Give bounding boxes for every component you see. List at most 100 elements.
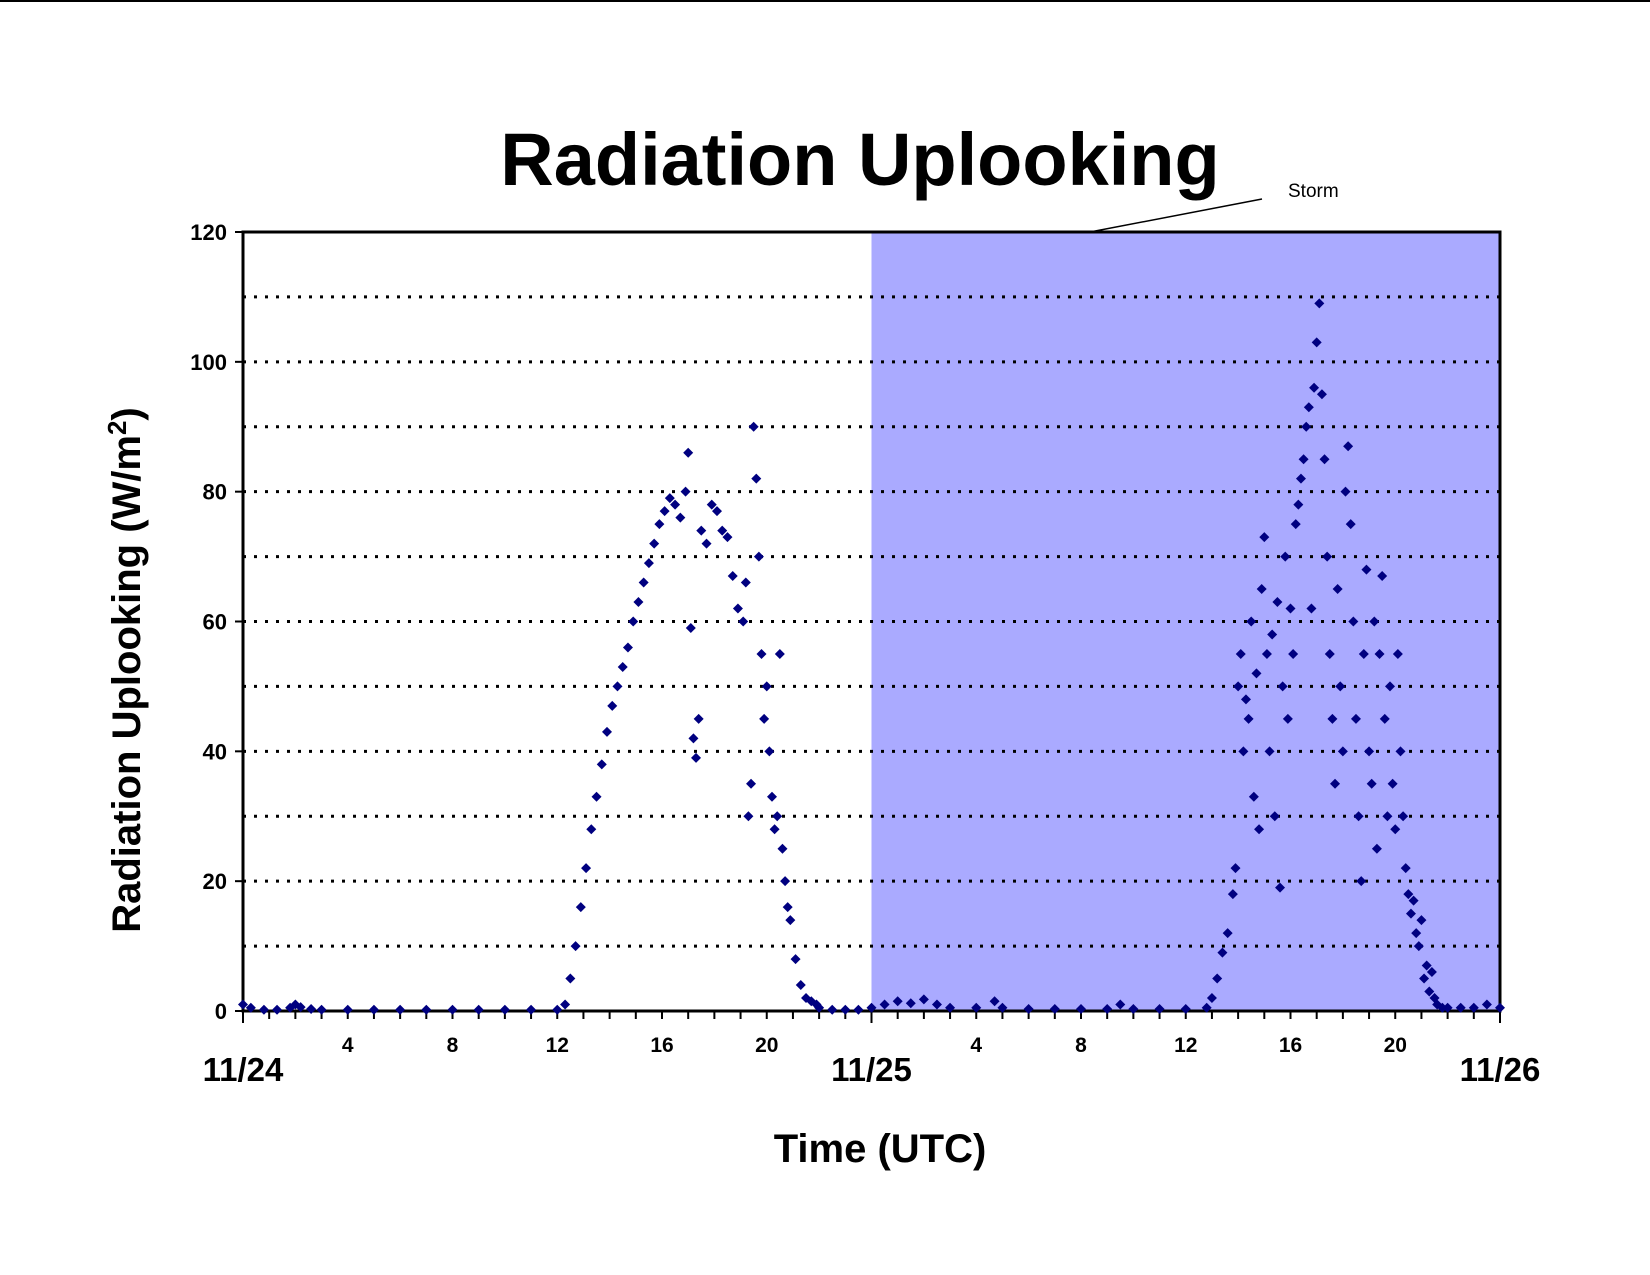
data-point — [473, 1004, 484, 1015]
data-point — [795, 980, 806, 991]
data-point — [1343, 441, 1354, 452]
data-point — [649, 538, 660, 549]
data-point — [1366, 778, 1377, 789]
data-point — [1180, 1004, 1191, 1015]
data-point — [711, 506, 722, 517]
data-point — [1206, 993, 1217, 1004]
data-point — [748, 421, 759, 432]
y-axis-ticks: 0 20 40 60 80 100 120 — [190, 220, 243, 1024]
data-point — [1413, 941, 1424, 952]
y-tick-label: 60 — [203, 610, 227, 635]
data-point — [1335, 681, 1346, 692]
data-point — [1295, 473, 1306, 484]
data-point — [316, 1004, 327, 1015]
data-point — [840, 1004, 851, 1015]
chart-title: Radiation Uplooking — [500, 118, 1219, 201]
data-point — [1115, 999, 1126, 1010]
data-point — [971, 1002, 982, 1013]
data-point — [1076, 1004, 1086, 1015]
data-point — [1319, 454, 1330, 465]
x-tick-label: 20 — [1384, 1034, 1407, 1057]
data-point — [1316, 389, 1327, 400]
data-point — [1233, 681, 1244, 692]
data-point — [306, 1004, 317, 1015]
data-point — [1288, 648, 1299, 659]
data-point — [1419, 973, 1430, 984]
data-point — [1468, 1002, 1479, 1013]
data-point — [395, 1004, 406, 1015]
x-date-label: 11/24 — [203, 1051, 284, 1088]
storm-shading — [871, 232, 1500, 1011]
x-axis-label: Time (UTC) — [774, 1127, 987, 1171]
data-point — [1303, 402, 1314, 413]
data-point — [740, 577, 751, 588]
x-tick-label: 8 — [1075, 1034, 1087, 1057]
data-point — [638, 577, 649, 588]
data-point — [766, 791, 777, 802]
data-point — [1455, 1002, 1466, 1013]
data-point — [1395, 746, 1406, 757]
data-point — [560, 999, 571, 1010]
data-point — [774, 648, 785, 659]
y-tick-label: 40 — [203, 739, 227, 764]
data-point — [581, 863, 592, 874]
data-point — [675, 512, 686, 523]
data-point — [753, 551, 764, 562]
x-tick-label: 16 — [1279, 1034, 1302, 1057]
x-axis-ticks: 4 8 12 16 20 4 8 12 16 20 11/24 11/25 11/26 — [203, 1011, 1540, 1088]
data-point — [777, 843, 788, 854]
data-point — [1385, 681, 1396, 692]
data-point — [691, 752, 702, 763]
data-point — [1282, 713, 1293, 724]
data-point — [1261, 648, 1272, 659]
data-point — [1481, 999, 1492, 1010]
data-point — [680, 486, 691, 497]
y-axis-label-main: Radiation Uplooking (W/m — [105, 435, 149, 933]
data-point — [1426, 967, 1437, 978]
data-point — [238, 999, 248, 1010]
data-point — [1277, 681, 1288, 692]
data-point — [1340, 486, 1351, 497]
data-point — [732, 603, 743, 614]
data-point — [1246, 616, 1257, 627]
y-tick-label: 120 — [190, 220, 227, 245]
data-point — [664, 493, 675, 504]
data-point — [1350, 713, 1361, 724]
data-point — [1256, 584, 1267, 595]
data-point — [1212, 973, 1223, 984]
data-point — [751, 473, 762, 484]
data-point — [1416, 915, 1427, 926]
data-point — [1424, 986, 1435, 997]
data-point — [1264, 746, 1275, 757]
data-point — [1290, 519, 1301, 530]
data-point — [447, 1004, 458, 1015]
data-point — [1398, 811, 1409, 822]
data-point — [1408, 895, 1419, 906]
data-point — [1285, 603, 1296, 614]
data-point — [1345, 519, 1356, 530]
data-point — [1361, 564, 1372, 575]
data-point — [654, 519, 665, 530]
data-point — [1102, 1004, 1113, 1015]
data-point — [756, 648, 767, 659]
data-point — [743, 811, 754, 822]
data-point — [622, 642, 633, 653]
data-point — [1309, 382, 1320, 393]
data-point — [688, 733, 699, 744]
data-point — [1238, 746, 1249, 757]
data-point — [1023, 1004, 1034, 1015]
data-point — [1235, 648, 1246, 659]
y-axis-label-close: ) — [105, 407, 149, 420]
storm-region — [871, 232, 1500, 1011]
gridlines — [243, 295, 1500, 948]
data-point — [1379, 713, 1390, 724]
data-point — [782, 902, 793, 913]
data-point — [853, 1004, 864, 1015]
data-point — [617, 661, 628, 672]
data-point — [1390, 824, 1401, 835]
y-tick-label: 20 — [203, 869, 227, 894]
data-point — [612, 681, 623, 692]
data-point — [879, 999, 890, 1010]
x-tick-label: 16 — [650, 1034, 673, 1057]
